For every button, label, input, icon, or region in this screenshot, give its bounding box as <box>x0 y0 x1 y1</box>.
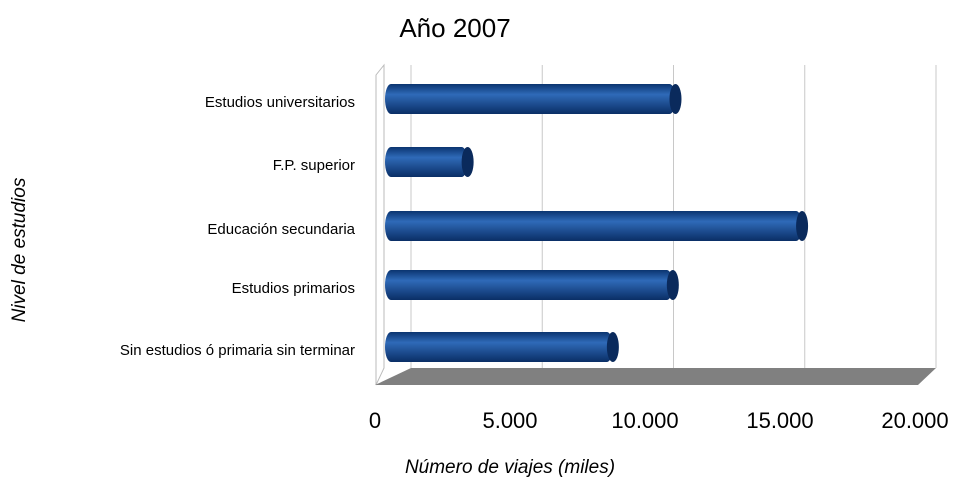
x-tick-label: 20.000 <box>881 408 948 433</box>
x-tick-label: 0 <box>369 408 381 433</box>
y-tick-label: Educación secundaria <box>207 221 355 238</box>
x-tick-label: 15.000 <box>746 408 813 433</box>
y-tick-label: Sin estudios ó primaria sin terminar <box>120 342 355 359</box>
chart-title: Año 2007 <box>399 13 510 43</box>
bar <box>385 332 613 362</box>
bar <box>385 211 803 241</box>
y-tick-label: Estudios primarios <box>232 280 355 297</box>
x-tick-label: 5.000 <box>482 408 537 433</box>
floor <box>375 368 936 385</box>
x-tick-label: 10.000 <box>611 408 678 433</box>
bar <box>385 147 468 177</box>
bar-cap <box>606 332 619 362</box>
bar <box>385 84 676 114</box>
bar-cap <box>666 270 679 300</box>
bar <box>385 270 673 300</box>
y-axis-label: Nivel de estudios <box>9 177 30 322</box>
bar-cap <box>669 84 682 114</box>
y-tick-label: F.P. superior <box>273 157 355 174</box>
side-wall <box>375 63 385 386</box>
bar-cap <box>796 211 809 241</box>
bar-cap <box>461 147 474 177</box>
y-tick-label: Estudios universitarios <box>205 94 355 111</box>
x-axis-label: Número de viajes (miles) <box>405 457 615 478</box>
